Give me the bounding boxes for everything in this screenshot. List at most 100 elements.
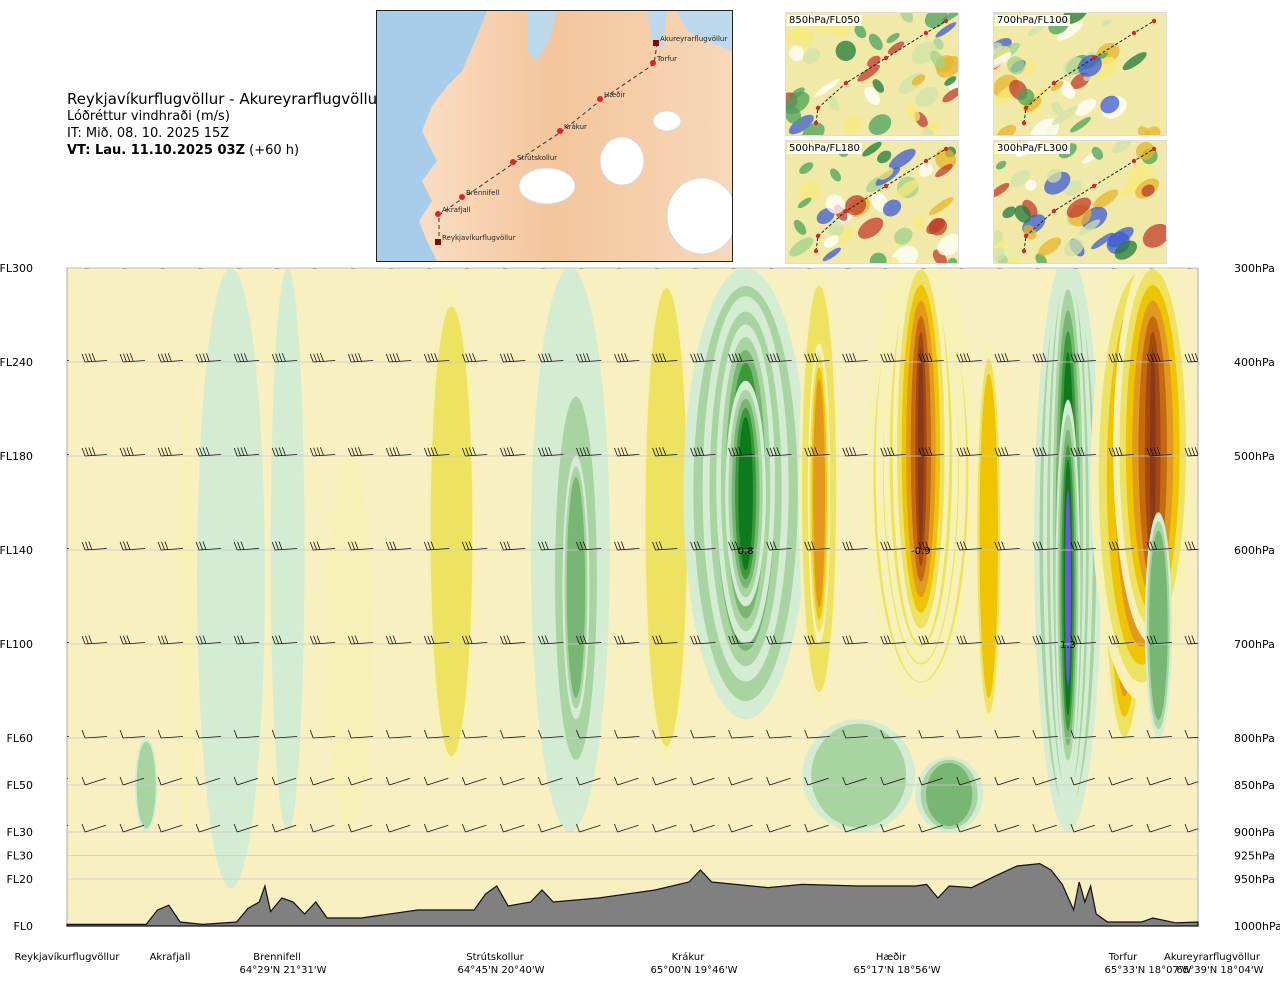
wind-barb — [918, 635, 944, 645]
wind-barb — [1149, 268, 1156, 269]
mini-map-850[interactable]: 850hPa/FL050 — [785, 12, 959, 136]
wind-barb — [880, 353, 906, 363]
wind-barb — [690, 776, 715, 786]
wind-barb — [997, 268, 1004, 269]
wind-barb — [769, 268, 776, 269]
wind-barb — [1070, 635, 1096, 645]
wind-barb — [500, 823, 525, 833]
flight-level-label: FL140 — [0, 544, 33, 557]
wind-barb — [1108, 635, 1134, 645]
wind-barb — [652, 729, 678, 739]
wind-barb — [44, 259, 69, 268]
mini-map-waypoint — [1091, 55, 1097, 61]
wind-barb — [385, 541, 412, 551]
wind-barb — [119, 635, 146, 645]
mini-map-field — [1017, 88, 1035, 106]
wind-barb — [233, 635, 260, 645]
wind-barb — [1146, 541, 1172, 551]
wind-barb — [956, 729, 982, 739]
wind-barb — [1108, 447, 1134, 457]
wind-barb — [956, 447, 982, 457]
mini-map-field — [799, 162, 814, 174]
wind-barb — [502, 268, 510, 269]
mini-map-field — [1145, 126, 1161, 135]
updraft-contour — [197, 268, 265, 889]
mini-map-waypoint — [813, 120, 819, 126]
mini-map-field — [888, 148, 916, 170]
mini-map-field — [826, 94, 840, 111]
terrain-profile — [66, 862, 1199, 927]
mini-map-field — [1063, 238, 1084, 257]
mini-map-field — [1051, 102, 1064, 116]
wind-barb — [1070, 823, 1095, 833]
wind-barb — [728, 541, 754, 551]
mini-map-field — [1014, 205, 1031, 223]
mini-map-waypoint — [1051, 208, 1057, 214]
updraft-contour — [566, 477, 586, 699]
wind-barb — [617, 268, 624, 269]
wind-barb — [994, 776, 1019, 786]
wind-barb — [271, 729, 298, 739]
mini-map-field — [835, 40, 856, 61]
waypoint-axis: Reykjavíkurflugvöllur Akrafjall Brennifell… — [15, 951, 1264, 976]
mini-map-field — [928, 197, 954, 216]
wind-barb — [804, 447, 830, 457]
mini-map-700[interactable]: 700hPa/FL100 — [993, 12, 1167, 136]
wind-barb — [728, 353, 754, 363]
wind-barb — [157, 635, 184, 645]
wind-barb — [576, 729, 602, 739]
mini-map-field — [911, 74, 926, 86]
mini-map-field — [922, 127, 935, 135]
flight-level-axis: FL300 FL240 FL180 FL140 FL100 FL60 FL50 FL30 FL3… — [0, 262, 33, 933]
mini-map-field — [822, 247, 841, 262]
wind-barb — [195, 776, 221, 786]
wind-barb — [690, 823, 715, 833]
mini-map-300[interactable]: 300hPa/FL300 — [993, 140, 1167, 264]
wind-barb — [1146, 635, 1172, 645]
wind-barb — [119, 447, 146, 457]
mini-map-field — [935, 163, 953, 178]
wind-barb — [423, 635, 450, 645]
mini-map-field — [868, 114, 892, 135]
wind-barb — [1070, 353, 1096, 363]
wind-barb — [274, 268, 281, 269]
wind-barb — [1108, 823, 1133, 833]
wind-barb — [728, 823, 753, 833]
mini-map-field — [802, 47, 821, 65]
wind-barb — [766, 353, 792, 363]
waypoint-name: Akrafjall — [150, 952, 191, 963]
wind-barb — [883, 268, 890, 269]
mini-map-field — [1119, 180, 1141, 198]
wind-barb — [464, 268, 472, 269]
wind-barb — [845, 268, 852, 269]
wind-barb — [576, 823, 601, 833]
wind-barb — [347, 353, 374, 363]
waypoint-name: Strútskollur — [466, 951, 524, 963]
wind-barb — [880, 541, 906, 551]
terrain-silhouette — [66, 862, 1199, 927]
wind-barb — [195, 635, 222, 645]
mini-map-graphic — [786, 141, 958, 263]
wind-barb — [690, 729, 716, 739]
wind-barb — [652, 776, 677, 786]
wind-barb — [1032, 776, 1057, 786]
mini-map-500[interactable]: 500hPa/FL180 — [785, 140, 959, 264]
pressure-level-label: 1000hPa — [1234, 920, 1280, 933]
downdraft-contour — [1149, 347, 1156, 551]
wind-barb — [1146, 776, 1172, 786]
mini-map-field — [816, 208, 835, 225]
flight-level-label: FL300 — [0, 262, 33, 275]
waypoint-coordinate: 64°45'N 20°40'W — [458, 965, 545, 976]
mini-map-waypoint — [813, 248, 819, 254]
wind-barb — [1184, 729, 1198, 739]
mini-map-waypoint — [923, 158, 929, 164]
mini-map-waypoint — [1151, 18, 1157, 24]
wind-barb — [918, 541, 944, 551]
downdraft-contour — [645, 287, 688, 747]
wind-barb — [233, 541, 260, 551]
wind-barb — [652, 823, 677, 833]
downdraft-contour — [176, 409, 195, 832]
wind-barb — [804, 353, 830, 363]
mini-map-field — [1078, 54, 1102, 77]
